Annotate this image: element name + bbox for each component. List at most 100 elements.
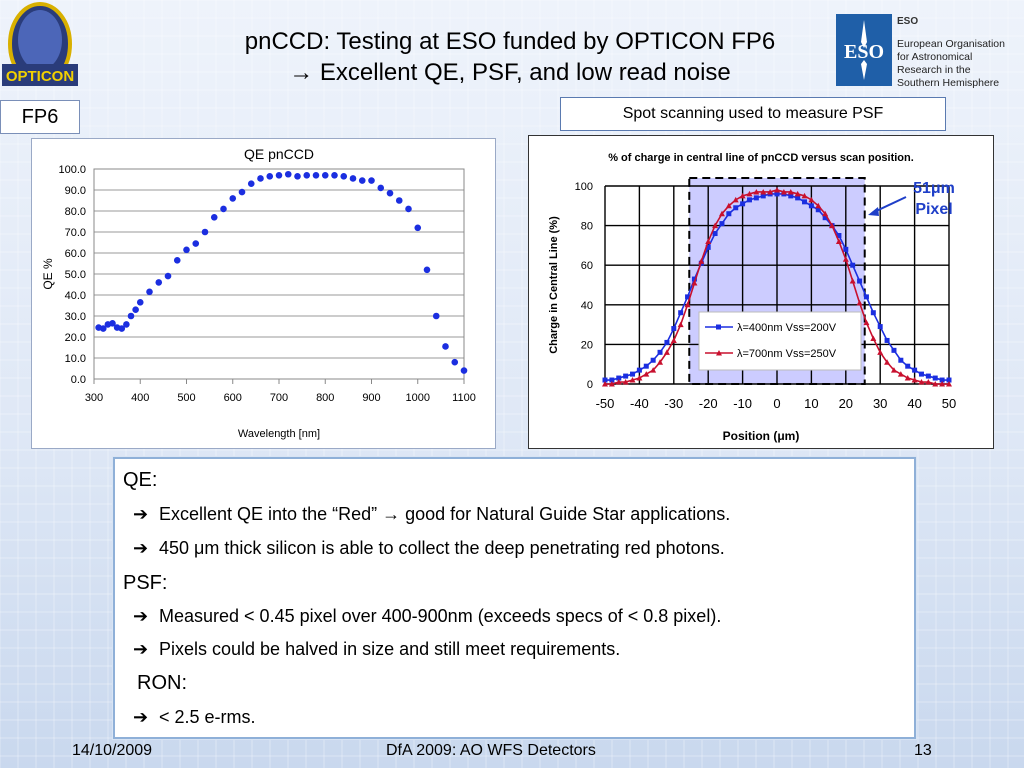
y-tick-label: 80.0: [65, 206, 86, 218]
data-point: [164, 272, 172, 280]
x-tick-label: 700: [270, 392, 288, 404]
x-tick-label: 1100: [452, 392, 476, 404]
fp6-label: FP6: [0, 100, 80, 134]
data-point: [155, 279, 163, 286]
data-point: [616, 375, 622, 381]
footer-date: 14/10/2009: [72, 742, 153, 759]
list-item: ➔ Pixels could be halved in size and stil…: [133, 639, 620, 660]
x-tick-label: 30: [873, 396, 887, 411]
data-point: [849, 278, 856, 284]
data-point: [843, 246, 849, 252]
data-point: [136, 299, 144, 306]
data-point: [685, 294, 691, 300]
data-point: [842, 256, 849, 262]
arrow-bullet-icon: ➔: [133, 538, 149, 558]
data-point: [870, 335, 877, 341]
data-point: [904, 375, 911, 381]
data-point: [684, 301, 691, 308]
psf-chart: % of charge in central line of pnCCD ver…: [548, 152, 956, 443]
eso-line: for Astronomical: [897, 51, 973, 63]
data-point: [788, 193, 794, 199]
data-point: [760, 193, 766, 199]
data-point: [220, 205, 227, 213]
arrow-bullet-icon: ➔: [133, 707, 149, 727]
data-point: [636, 367, 642, 373]
data-point: [192, 240, 200, 247]
eso-logo: ESO: [836, 14, 892, 86]
data-point: [118, 325, 126, 332]
data-point: [691, 280, 698, 286]
legend-marker: [716, 324, 721, 330]
data-point: [911, 377, 918, 383]
data-point: [746, 197, 752, 203]
legend-label: λ=400nm Vss=200V: [737, 322, 837, 334]
data-point: [890, 367, 897, 373]
list-item: ➔ Measured < 0.45 pixel over 400-900nm (e…: [133, 606, 721, 627]
data-point: [835, 238, 842, 244]
bullet-text: 450 μm thick silicon is able to collect …: [159, 538, 725, 558]
data-point: [884, 337, 890, 343]
data-point: [671, 326, 677, 332]
data-point: [629, 377, 636, 383]
data-point: [623, 373, 629, 379]
y-tick-label: 10.0: [65, 353, 86, 365]
data-point: [201, 228, 209, 236]
data-point: [678, 310, 684, 316]
data-point: [340, 173, 348, 180]
data-point: [615, 379, 622, 385]
data-point: [939, 377, 945, 383]
data-point: [275, 172, 283, 179]
data-point: [432, 312, 440, 320]
chart-title: QE pnCCD: [244, 146, 314, 162]
data-point: [877, 324, 883, 330]
y-tick-label: 40.0: [65, 290, 86, 302]
title-line-2: → Excellent QE, PSF, and low read noise: [289, 59, 731, 86]
data-point: [705, 238, 712, 244]
data-point: [395, 197, 403, 204]
data-point: [630, 371, 636, 377]
arrow-bullet-icon: ➔: [133, 639, 149, 659]
data-point: [808, 203, 814, 209]
y-tick-label: 0.0: [71, 374, 86, 386]
data-point: [774, 191, 780, 197]
data-point: [898, 357, 904, 363]
x-tick-label: 40: [907, 396, 921, 411]
y-tick-label: 30.0: [65, 311, 86, 323]
data-point: [377, 184, 385, 192]
data-point: [780, 188, 787, 195]
data-point: [712, 222, 719, 229]
x-tick-label: 50: [942, 396, 956, 411]
data-point: [173, 257, 181, 264]
data-point: [946, 377, 952, 383]
data-point: [760, 188, 767, 195]
data-point: [414, 224, 422, 232]
qe-chart: QE pnCCD 0.0 10.0 20.0 30.0 40.0 50.0 60.0 70.0 8…: [41, 146, 476, 440]
data-point: [815, 202, 822, 209]
psf-heading: PSF:: [123, 572, 168, 594]
data-point: [932, 375, 938, 381]
data-point: [609, 377, 615, 383]
data-point: [294, 173, 301, 180]
data-point: [912, 367, 918, 373]
y-tick-label: 20: [581, 339, 593, 351]
data-point: [643, 363, 649, 369]
data-point: [312, 172, 320, 179]
x-tick-label: -30: [664, 396, 683, 411]
data-point: [918, 379, 925, 385]
data-point: [877, 349, 884, 355]
y-tick-label: 100: [575, 181, 593, 193]
x-tick-label: 500: [177, 392, 195, 404]
data-point: [726, 211, 732, 217]
data-point: [808, 196, 815, 203]
data-point: [925, 379, 932, 385]
arrow-bullet-icon: ➔: [133, 606, 149, 626]
data-point: [836, 233, 842, 238]
data-point: [331, 172, 338, 179]
x-tick-label: 10: [804, 396, 818, 411]
data-point: [183, 246, 190, 254]
y-tick-label: 60: [581, 260, 593, 272]
bullet-text: < 2.5 e-rms.: [159, 707, 256, 727]
slide-title: pnCCD: Testing at ESO funded by OPTICON …: [120, 26, 900, 88]
data-point: [856, 299, 863, 306]
ron-heading: RON:: [137, 672, 187, 694]
